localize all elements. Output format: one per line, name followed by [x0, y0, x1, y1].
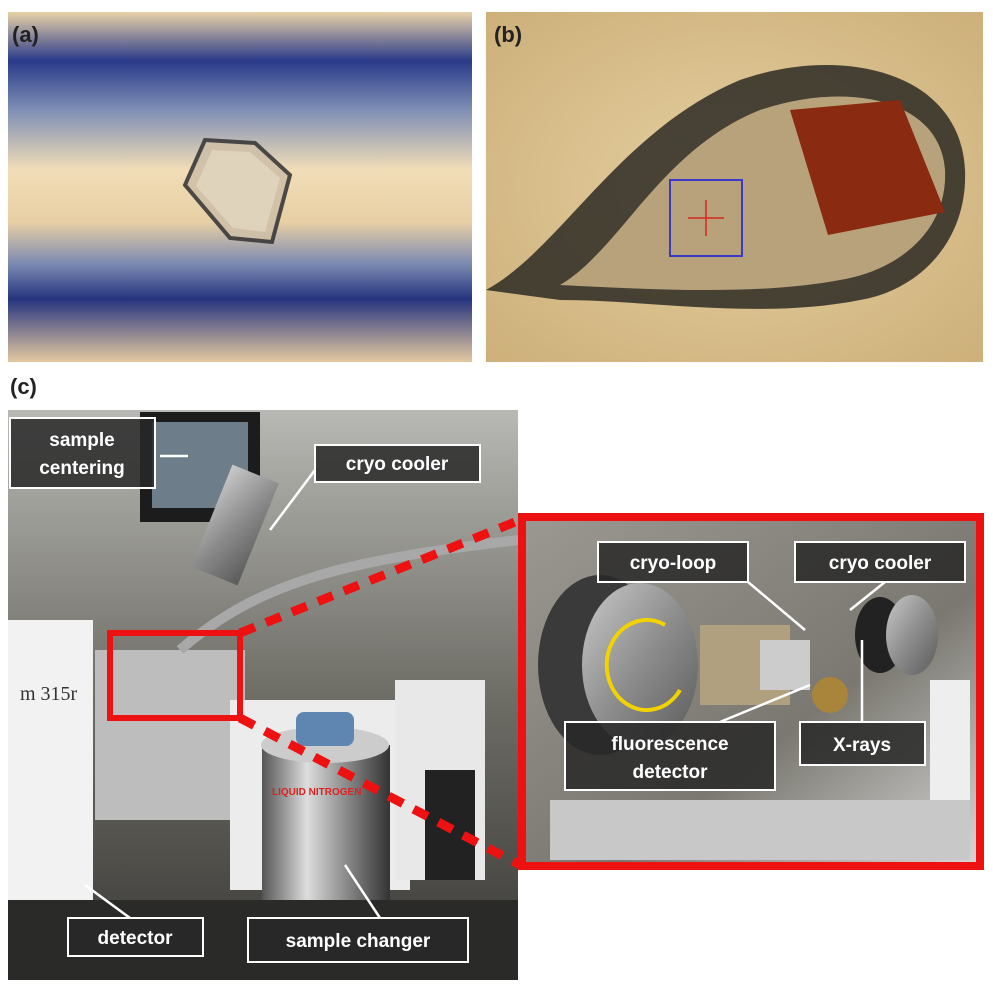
- callout-text: detector: [633, 762, 709, 783]
- panel-a-photo: [8, 12, 472, 362]
- callout-text: cryo cooler: [829, 553, 932, 574]
- panel-label: (c): [10, 374, 37, 399]
- photo-text: m 315r: [20, 683, 78, 705]
- callout-text: centering: [39, 458, 125, 479]
- callout-text: fluorescence: [611, 734, 728, 755]
- callout-text: sample: [49, 430, 114, 451]
- panel-c-photo: m 315r LIQUID NITROGEN: [8, 410, 523, 980]
- panel-label: (b): [494, 22, 522, 47]
- inset-callout: cryo-loop cryo cooler fluorescence detec…: [564, 541, 966, 791]
- callout-text: X-rays: [833, 735, 891, 756]
- photo-text: LIQUID NITROGEN: [272, 787, 361, 798]
- callout-text: cryo cooler: [346, 454, 449, 475]
- panel-b-photo: [486, 12, 983, 362]
- callout: sample centering cryo cooler detector sa…: [9, 417, 481, 963]
- panel-label: (a): [12, 22, 39, 47]
- callout-text: cryo-loop: [630, 553, 717, 574]
- callout-text: detector: [98, 928, 174, 949]
- callout-text: sample changer: [286, 931, 431, 952]
